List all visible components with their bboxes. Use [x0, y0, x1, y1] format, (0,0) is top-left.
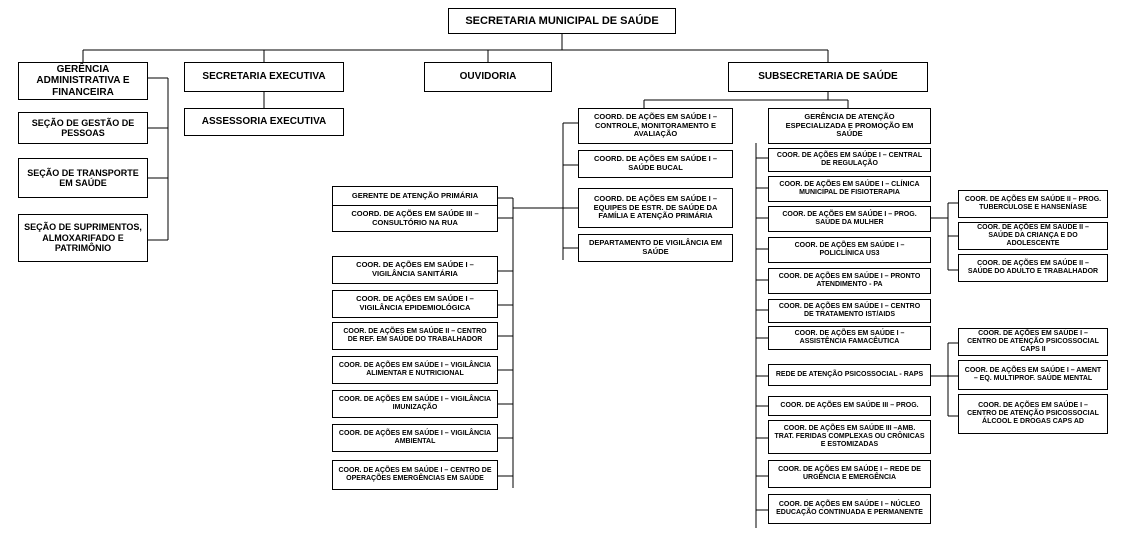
node-ament: COOR. DE AÇÕES EM SAÚDE I – AMENT – EQ. … [958, 360, 1108, 390]
node-consultorio-rua: COORD. DE AÇÕES EM SAÚDE III – CONSULTÓR… [332, 206, 498, 232]
node-educacao-cont: COOR. DE AÇÕES EM SAÚDE I – NÚCLEO EDUCA… [768, 494, 931, 524]
node-controle-monit: COORD. DE AÇÕES EM SAÚDE I – CONTROLE, M… [578, 108, 733, 144]
node-assessoria-exec: ASSESSORIA EXECUTIVA [184, 108, 344, 136]
root-node: SECRETARIA MUNICIPAL DE SAÚDE [448, 8, 676, 34]
node-gerente-primaria: GERENTE DE ATENÇÃO PRIMÁRIA [332, 186, 498, 206]
node-transporte: SEÇÃO DE TRANSPORTE EM SAÚDE [18, 158, 148, 198]
node-feridas: COOR. DE AÇÕES EM SAÚDE III –AMB. TRAT. … [768, 420, 931, 454]
node-policlinica: COOR. DE AÇÕES EM SAÚDE I – POLICLÍNICA … [768, 237, 931, 263]
node-vig-imunizacao: COOR. DE AÇÕES EM SAÚDE I – VIGILÂNCIA I… [332, 390, 498, 418]
node-adulto-trab: COOR. DE AÇÕES EM SAÚDE II – SAÚDE DO AD… [958, 254, 1108, 282]
node-vig-ambiental: COOR. DE AÇÕES EM SAÚDE I – VIGILÂNCIA A… [332, 424, 498, 452]
node-crianca-adol: COOR. DE AÇÕES EM SAÚDE II – SAÚDE DA CR… [958, 222, 1108, 250]
node-especializada: GERÊNCIA DE ATENÇÃO ESPECIALIZADA E PROM… [768, 108, 931, 144]
node-urgencia: COOR. DE AÇÕES EM SAÚDE I – REDE DE URGÊ… [768, 460, 931, 488]
node-dept-vigilancia: DEPARTAMENTO DE VIGILÂNCIA EM SAÚDE [578, 234, 733, 262]
node-op-emergencias: COOR. DE AÇÕES EM SAÚDE I – CENTRO DE OP… [332, 460, 498, 490]
node-secretaria-exec: SECRETARIA EXECUTIVA [184, 62, 344, 92]
node-gerencia-admin: GERÊNCIA ADMINISTRATIVA E FINANCEIRA [18, 62, 148, 100]
node-ref-trabalhador: COOR. DE AÇÕES EM SAÚDE II – CENTRO DE R… [332, 322, 498, 350]
node-saude-bucal: COORD. DE AÇÕES EM SAÚDE I – SAÚDE BUCAL [578, 150, 733, 178]
node-pronto-atend: COOR. DE AÇÕES EM SAÚDE I – PRONTO ATEND… [768, 268, 931, 294]
node-familia-primaria: COORD. DE AÇÕES EM SAÚDE I – EQUIPES DE … [578, 188, 733, 228]
node-clinica-fisio: COOR. DE AÇÕES EM SAÚDE I – CLÍNICA MUNI… [768, 176, 931, 202]
node-vig-epidem: COOR. DE AÇÕES EM SAÚDE I – VIGILÂNCIA E… [332, 290, 498, 318]
node-vig-alimentar: COOR. DE AÇÕES EM SAÚDE I – VIGILÂNCIA A… [332, 356, 498, 384]
node-ouvidoria: OUVIDORIA [424, 62, 552, 92]
node-central-regulacao: COOR. DE AÇÕES EM SAÚDE I – CENTRAL DE R… [768, 148, 931, 172]
node-caps-ii: COOR. DE AÇÕES EM SAÚDE I – CENTRO DE AT… [958, 328, 1108, 356]
node-saude-mulher: COOR. DE AÇÕES EM SAÚDE I – PROG. SAÚDE … [768, 206, 931, 232]
node-subsecretaria: SUBSECRETARIA DE SAÚDE [728, 62, 928, 92]
node-gestao-pessoas: SEÇÃO DE GESTÃO DE PESSOAS [18, 112, 148, 144]
node-ist-aids: COOR. DE AÇÕES EM SAÚDE I – CENTRO DE TR… [768, 299, 931, 323]
node-raps: REDE DE ATENÇÃO PSICOSSOCIAL - RAPS [768, 364, 931, 386]
org-chart: SECRETARIA MUNICIPAL DE SAÚDE GERÊNCIA A… [8, 8, 1116, 545]
connector-lines [8, 8, 1116, 545]
node-caps-ad: COOR. DE AÇÕES EM SAÚDE I – CENTRO DE AT… [958, 394, 1108, 434]
node-vig-sanitaria: COOR. DE AÇÕES EM SAÚDE I – VIGILÂNCIA S… [332, 256, 498, 284]
node-prog-iii: COOR. DE AÇÕES EM SAÚDE III – PROG. [768, 396, 931, 416]
node-assist-farma: COOR. DE AÇÕES EM SAÚDE I – ASSISTÊNCIA … [768, 326, 931, 350]
node-tuberculose: COOR. DE AÇÕES EM SAÚDE II – PROG. TUBER… [958, 190, 1108, 218]
node-suprimentos: SEÇÃO DE SUPRIMENTOS, ALMOXARIFADO E PAT… [18, 214, 148, 262]
